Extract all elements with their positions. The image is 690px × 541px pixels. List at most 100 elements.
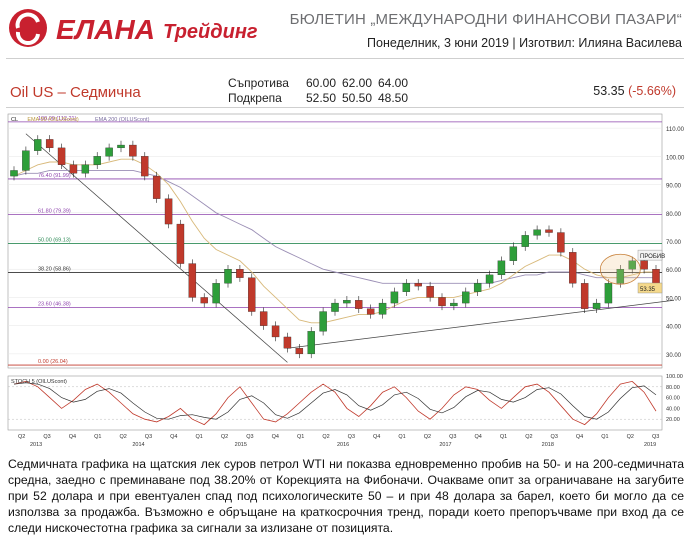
x-tick-label: Q4 xyxy=(474,434,481,440)
stoch-panel-frame xyxy=(7,375,663,431)
price-change: (-5.66%) xyxy=(628,84,676,98)
candle-body xyxy=(604,283,613,304)
fib-label: 38.20 (58.86) xyxy=(38,266,71,272)
logo-brand-sub: Трейдинг xyxy=(163,21,258,43)
x-tick-label: Q1 xyxy=(196,434,203,440)
candle-body xyxy=(259,311,268,326)
logo-graphic: ЕЛАНА Трейдинг xyxy=(9,9,258,47)
right-tag-label: ПРОБИВ xyxy=(640,254,665,260)
support-3: 48.50 xyxy=(378,91,409,105)
candle-body xyxy=(616,269,625,284)
candle-body xyxy=(22,150,30,171)
candle-body xyxy=(283,336,292,349)
x-tick-label: Q2 xyxy=(18,434,25,440)
bulletin-title: БЮЛЕТИН „МЕЖДУНАРОДНИ ФИНАНСОВИ ПАЗАРИ“ xyxy=(289,11,682,28)
candle-body xyxy=(236,269,244,278)
company-logo: ЕЛАНА Трейдинг xyxy=(6,6,286,52)
candle-body xyxy=(93,156,101,165)
candle-body xyxy=(319,311,327,332)
candle-body xyxy=(141,156,149,177)
x-tick-label: Q1 xyxy=(398,434,405,440)
x-tick-label: Q3 xyxy=(246,434,253,440)
header-divider xyxy=(6,58,684,59)
ema50-line xyxy=(13,158,656,324)
legend-entry: CL xyxy=(11,117,18,123)
candle-body xyxy=(164,198,173,225)
year-label: 2014 xyxy=(132,442,144,448)
x-tick-label: Q2 xyxy=(119,434,126,440)
stoch-label: STOCH 5 (OILUScont) xyxy=(11,379,67,385)
legend-entry: EMA 200 (OILUScont) xyxy=(95,117,150,123)
x-tick-label: Q3 xyxy=(348,434,355,440)
candle-body xyxy=(366,308,375,315)
year-label: 2018 xyxy=(542,442,554,448)
candle-body xyxy=(176,223,185,264)
fib-label: 61.80 (79.39) xyxy=(38,208,71,214)
right-tag-label: 53.35 xyxy=(640,287,656,293)
year-label: 2019 xyxy=(644,442,656,448)
candle-body xyxy=(402,283,411,292)
x-tick-label: Q3 xyxy=(43,434,50,440)
x-tick-label: Q2 xyxy=(221,434,228,440)
candle-body xyxy=(129,144,137,157)
support-2: 50.50 xyxy=(342,91,373,105)
y-tick-label: 100.00 xyxy=(666,155,685,161)
fib-label: 50.00 (69.13) xyxy=(38,237,71,243)
y-tick-label: 60.00 xyxy=(666,268,682,274)
candle-body xyxy=(307,331,315,355)
candle-body xyxy=(485,274,494,284)
candle-body xyxy=(10,170,18,177)
candle-body xyxy=(557,232,565,253)
resistance-row: Съпротива 60.00 62.00 64.00 xyxy=(228,76,414,91)
fib-label: 100.00 (112.21) xyxy=(38,116,77,122)
candle-body xyxy=(81,164,90,174)
candle-body xyxy=(450,302,458,307)
candle-body xyxy=(188,263,197,298)
analysis-text: Седмичната графика на щатския лек суров … xyxy=(8,457,684,535)
chart-name: Oil US – Седмична xyxy=(10,84,141,101)
y-tick-label: 70.00 xyxy=(666,240,682,246)
legend-entry: EMA 50 (OILUScont) xyxy=(27,117,79,123)
candle-body xyxy=(473,283,482,292)
x-tick-label: Q2 xyxy=(322,434,329,440)
candle-body xyxy=(105,147,113,157)
x-tick-label: Q4 xyxy=(69,434,76,440)
x-tick-label: Q2 xyxy=(424,434,431,440)
candle-body xyxy=(592,302,601,309)
candle-body xyxy=(497,260,506,276)
resistance-3: 64.00 xyxy=(378,76,409,90)
candle-body xyxy=(212,283,220,304)
chart-top-divider xyxy=(6,107,684,108)
x-tick-label: Q3 xyxy=(449,434,456,440)
candle-body xyxy=(57,147,66,165)
candle-body xyxy=(200,297,208,304)
stoch-tick-label: 40.00 xyxy=(666,406,680,412)
candle-body xyxy=(569,252,577,284)
stoch-d-line xyxy=(13,382,657,420)
x-tick-label: Q1 xyxy=(601,434,608,440)
candle-body xyxy=(545,229,553,233)
candle-body xyxy=(521,235,529,247)
candle-body xyxy=(640,260,648,270)
date-author: Понеделник, 3 юни 2019 | Изготвил: Илиян… xyxy=(367,36,682,50)
candle-body xyxy=(295,348,304,355)
right-tag-box xyxy=(637,249,663,261)
stoch-tick-label: 100.00 xyxy=(666,374,683,380)
fib-label: 0.00 (26.04) xyxy=(38,359,68,365)
x-tick-label: Q1 xyxy=(297,434,304,440)
logo-brand-main: ЕЛАНА xyxy=(56,14,155,45)
stoch-tick-label: 20.00 xyxy=(666,417,680,423)
levels-table: Съпротива 60.00 62.00 64.00 Подкрепа 52.… xyxy=(228,76,414,106)
candle-body xyxy=(533,229,541,236)
price-chart: 100.00 (112.21) 76.40 (91.99) 61.80 (79.39… xyxy=(7,113,685,448)
x-tick-label: Q4 xyxy=(170,434,177,440)
candle-body xyxy=(34,139,42,151)
x-tick-label: Q2 xyxy=(627,434,634,440)
last-price: 53.35 xyxy=(593,84,625,98)
ema200-line xyxy=(13,169,656,284)
stoch-tick-label: 60.00 xyxy=(666,396,680,402)
support-row: Подкрепа 52.50 50.50 48.50 xyxy=(228,91,414,106)
y-tick-label: 110.00 xyxy=(666,127,685,133)
y-tick-label: 30.00 xyxy=(666,353,682,359)
candle-body xyxy=(414,283,422,287)
